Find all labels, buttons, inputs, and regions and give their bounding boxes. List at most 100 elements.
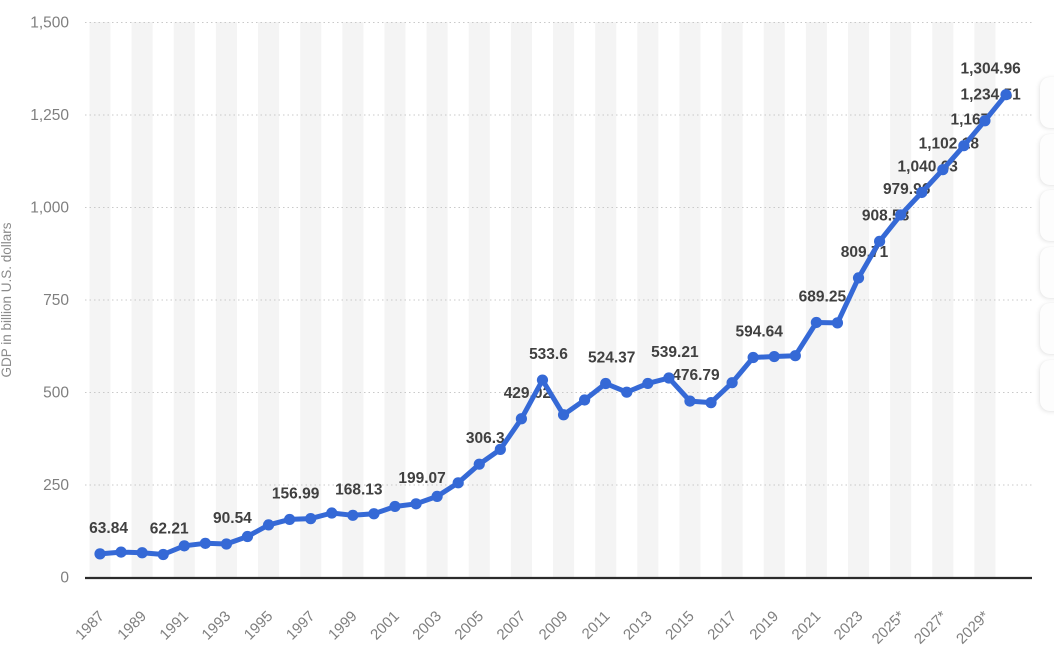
year-stripe [721, 22, 743, 578]
x-tick-label: 2013 [620, 608, 656, 644]
year-stripe [510, 22, 532, 578]
data-point [115, 546, 127, 558]
gridlines [85, 22, 1032, 486]
y-tick-label: 500 [43, 385, 69, 402]
data-point [515, 413, 528, 425]
data-point [220, 538, 233, 550]
data-point-label: 306.3 [466, 430, 505, 447]
side-toolbar-button[interactable] [1040, 77, 1054, 128]
data-point [621, 386, 633, 398]
data-point [284, 513, 296, 526]
data-point-label: 533.6 [529, 346, 568, 363]
data-point [726, 377, 738, 389]
x-tick-label: 2025* [869, 608, 909, 648]
year-stripe [595, 22, 617, 578]
data-point-label: 168.13 [335, 481, 383, 498]
year-stripe [553, 22, 575, 578]
data-point [199, 537, 211, 549]
x-tick-label: 1993 [199, 608, 235, 644]
year-stripe [342, 22, 364, 578]
data-point [368, 508, 380, 520]
data-point [557, 409, 570, 421]
x-tick-label: 2023 [831, 608, 867, 644]
data-point [157, 548, 169, 561]
x-tick-label: 2015 [662, 608, 698, 644]
x-tick-label: 2011 [579, 608, 614, 643]
x-tick-label: 2001 [367, 608, 403, 644]
x-tick-label: 2003 [409, 608, 445, 644]
data-point [663, 372, 675, 384]
data-point [410, 498, 422, 510]
x-tick-label: 1999 [325, 608, 361, 644]
data-point [768, 350, 780, 363]
data-point [916, 186, 928, 199]
year-stripe [847, 22, 870, 578]
data-point-label: 156.99 [272, 485, 320, 502]
data-point [979, 115, 991, 127]
x-tick-label: 2021 [789, 608, 825, 644]
year-stripe [384, 22, 406, 578]
series-markers [94, 89, 1012, 561]
x-tick-label: 1997 [283, 608, 319, 644]
data-point [852, 272, 865, 284]
data-point [452, 477, 464, 489]
data-point [600, 377, 612, 390]
data-point [305, 513, 317, 525]
data-point-label: 689.25 [799, 288, 847, 305]
y-axis: 0 250 500 750 1,000 1,250 1,500 [30, 15, 69, 587]
data-point [747, 351, 759, 364]
side-toolbar-button[interactable] [1040, 190, 1054, 241]
y-tick-label: 0 [60, 570, 69, 587]
side-toolbar-button[interactable] [1040, 133, 1054, 185]
data-point-label: 90.54 [213, 510, 252, 527]
x-tick-label: 2019 [746, 608, 782, 644]
data-point-label: 199.07 [398, 470, 445, 487]
side-toolbar-button[interactable] [1040, 303, 1054, 354]
y-tick-label: 750 [43, 292, 69, 309]
data-point-label: 1,304.96 [960, 61, 1021, 78]
year-stripe [974, 22, 996, 578]
data-point [94, 548, 106, 560]
x-tick-label: 1987 [72, 608, 108, 644]
x-tick-label: 1989 [114, 608, 150, 644]
data-point-label: 476.79 [672, 367, 720, 384]
data-point-label: 524.37 [588, 349, 635, 366]
side-toolbar-button[interactable] [1040, 246, 1054, 298]
side-toolbar-button[interactable] [1040, 359, 1054, 411]
data-point-label: 62.21 [150, 520, 189, 537]
data-point [136, 547, 148, 559]
data-point [326, 507, 338, 519]
data-point [831, 317, 844, 329]
data-point [789, 350, 801, 362]
data-point [684, 395, 696, 407]
year-stripe [258, 22, 280, 578]
data-point [579, 394, 591, 406]
data-point [1000, 89, 1012, 101]
x-tick-label: 1995 [241, 608, 277, 644]
data-point [937, 164, 949, 176]
y-axis-title: GDP in billion U.S. dollars [0, 222, 14, 377]
data-point [431, 490, 443, 502]
x-tick-label: 2007 [494, 608, 530, 644]
data-point [473, 458, 485, 470]
data-point [494, 443, 506, 455]
data-point-label: 1,234.51 [960, 87, 1021, 104]
year-stripe [215, 22, 237, 578]
data-point [873, 235, 886, 247]
y-tick-label: 1,000 [30, 200, 69, 217]
x-tick-label: 2027* [911, 608, 951, 648]
y-tick-label: 1,250 [30, 107, 69, 124]
year-stripe [131, 22, 153, 578]
data-point [705, 397, 717, 409]
side-toolbar [1038, 0, 1054, 660]
x-tick-label: 2009 [536, 608, 572, 644]
data-point [389, 500, 401, 513]
x-tick-label: 2029* [953, 608, 993, 648]
data-point [536, 374, 549, 386]
data-point [895, 209, 907, 221]
x-tick-label: 1991 [156, 608, 192, 644]
year-stripe [468, 22, 490, 578]
